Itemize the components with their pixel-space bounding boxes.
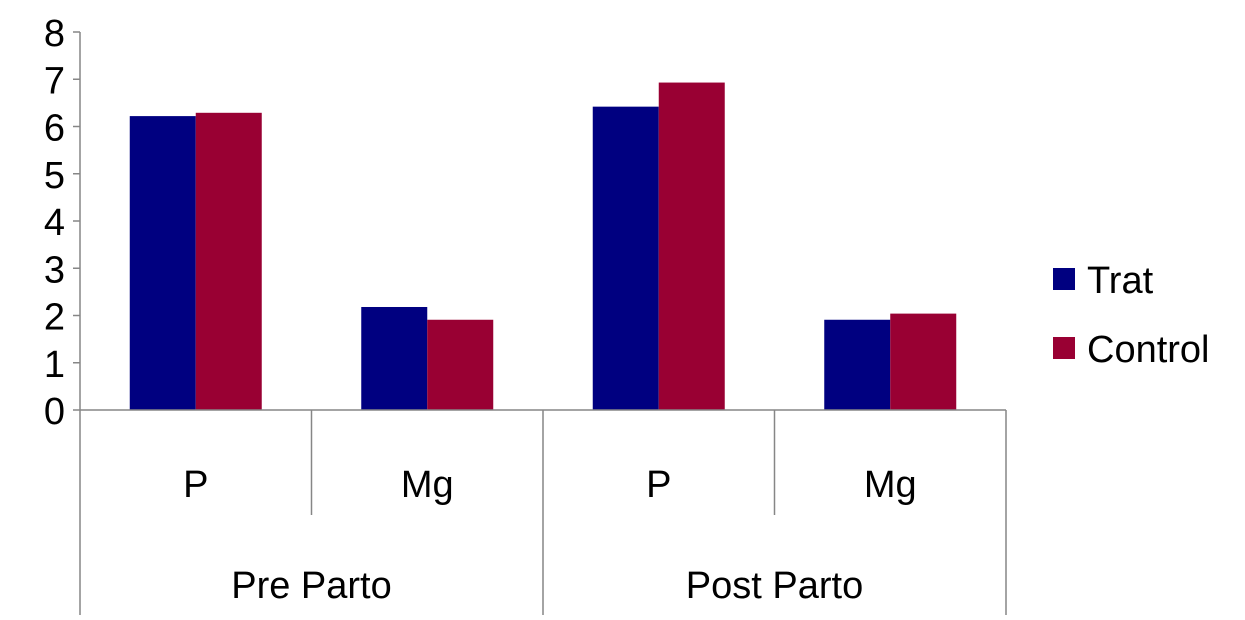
legend-swatch-trat xyxy=(1053,268,1075,290)
y-tick-label: 0 xyxy=(44,391,65,433)
bars xyxy=(129,82,957,411)
y-tick-label: 1 xyxy=(44,344,65,386)
x-category-label: P xyxy=(646,464,671,506)
y-tick-label: 5 xyxy=(44,155,65,197)
x-axis: P Mg P Mg Pre Parto Post Parto xyxy=(79,409,1007,615)
x-group-label: Post Parto xyxy=(686,565,863,607)
bar-trat-2 xyxy=(592,106,659,410)
y-tick-label: 8 xyxy=(44,13,65,55)
bar-control-0 xyxy=(195,112,262,411)
bar-control-1 xyxy=(427,319,494,410)
legend-swatch-control xyxy=(1053,337,1075,359)
legend-label-trat: Trat xyxy=(1087,260,1154,302)
legend-label-control: Control xyxy=(1087,329,1210,371)
x-category-label: P xyxy=(183,464,208,506)
bar-trat-0 xyxy=(129,116,196,410)
x-category-label: Mg xyxy=(864,464,917,506)
bar-trat-3 xyxy=(824,319,891,410)
x-group-label: Pre Parto xyxy=(231,565,392,607)
y-tick-label: 3 xyxy=(44,249,65,291)
y-axis: 0 1 2 3 4 5 6 7 8 xyxy=(44,13,81,433)
x-category-label: Mg xyxy=(401,464,454,506)
bar-trat-1 xyxy=(361,306,428,410)
y-tick-label: 7 xyxy=(44,60,65,102)
y-tick-label: 6 xyxy=(44,108,65,150)
bar-control-3 xyxy=(890,313,957,410)
bar-control-2 xyxy=(658,82,725,411)
y-tick-label: 2 xyxy=(44,297,65,339)
legend: Trat Control xyxy=(1053,260,1210,371)
y-tick-label: 4 xyxy=(44,202,65,244)
